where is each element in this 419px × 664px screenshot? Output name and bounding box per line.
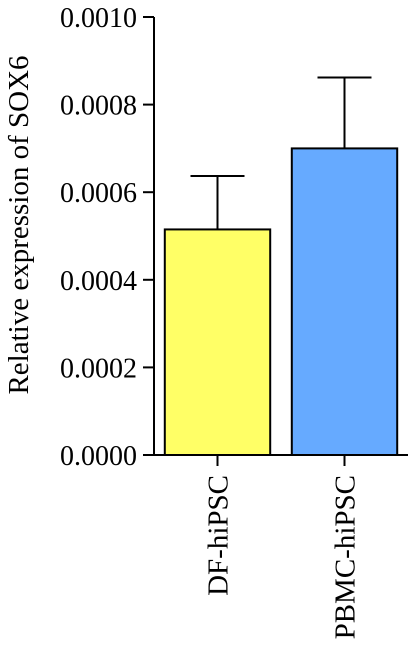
bar-pbmc-hipsc — [290, 147, 399, 456]
y-axis: 0.0000 0.0002 0.0004 0.0006 0.0008 0.0010 — [60, 3, 155, 472]
x-axis: DF-hiPSC PBMC-hiPSC — [154, 454, 408, 639]
y-tick-label: 0.0008 — [60, 91, 137, 122]
y-tick-label: 0.0004 — [60, 266, 137, 297]
x-tick-label: PBMC-hiPSC — [330, 475, 362, 639]
y-tick-label: 0.0010 — [60, 3, 137, 34]
y-axis-title: Relative expression of SOX6 — [3, 55, 35, 394]
bars — [163, 76, 399, 456]
y-tick-label: 0.0000 — [60, 441, 137, 472]
y-tick-label: 0.0002 — [60, 353, 137, 384]
bar-df-hipsc — [163, 228, 272, 456]
x-tick-label: DF-hiPSC — [203, 475, 235, 596]
y-tick-label: 0.0006 — [60, 178, 137, 209]
